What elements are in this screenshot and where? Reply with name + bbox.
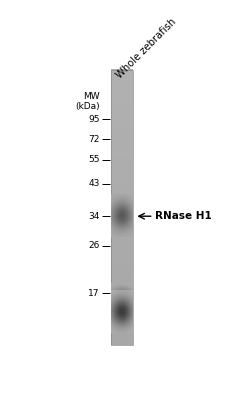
Bar: [111, 70, 133, 345]
Text: 95: 95: [88, 115, 100, 124]
Text: 26: 26: [88, 242, 100, 250]
Text: 34: 34: [88, 212, 100, 221]
Text: Whole zebrafish: Whole zebrafish: [114, 17, 178, 80]
Text: 72: 72: [88, 134, 100, 144]
Text: MW
(kDa): MW (kDa): [75, 92, 100, 111]
Text: 55: 55: [88, 156, 100, 164]
Text: 43: 43: [88, 180, 100, 188]
Text: 17: 17: [88, 289, 100, 298]
Text: RNase H1: RNase H1: [155, 211, 212, 221]
